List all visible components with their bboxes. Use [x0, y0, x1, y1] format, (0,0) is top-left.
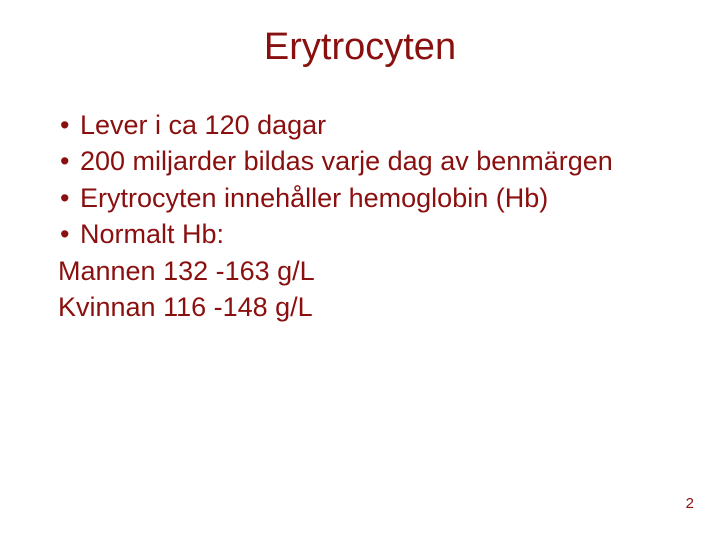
slide-body: • Lever i ca 120 dagar • 200 miljarder b… [50, 107, 670, 326]
bullet-item: • Lever i ca 120 dagar [58, 107, 670, 143]
bullet-icon: • [58, 143, 80, 179]
bullet-icon: • [58, 107, 80, 143]
bullet-icon: • [58, 180, 80, 216]
body-line: Kvinnan 116 -148 g/L [58, 289, 670, 325]
bullet-text: Lever i ca 120 dagar [80, 107, 670, 143]
slide-title: Erytrocyten [50, 26, 670, 69]
page-number: 2 [686, 495, 694, 512]
slide: Erytrocyten • Lever i ca 120 dagar • 200… [0, 0, 720, 540]
bullet-text: 200 miljarder bildas varje dag av benmär… [80, 143, 670, 179]
bullet-item: • Erytrocyten innehåller hemoglobin (Hb) [58, 180, 670, 216]
bullet-text: Erytrocyten innehåller hemoglobin (Hb) [80, 180, 670, 216]
bullet-icon: • [58, 216, 80, 252]
bullet-item: • 200 miljarder bildas varje dag av benm… [58, 143, 670, 179]
bullet-item: • Normalt Hb: [58, 216, 670, 252]
body-line: Mannen 132 -163 g/L [58, 253, 670, 289]
bullet-text: Normalt Hb: [80, 216, 670, 252]
